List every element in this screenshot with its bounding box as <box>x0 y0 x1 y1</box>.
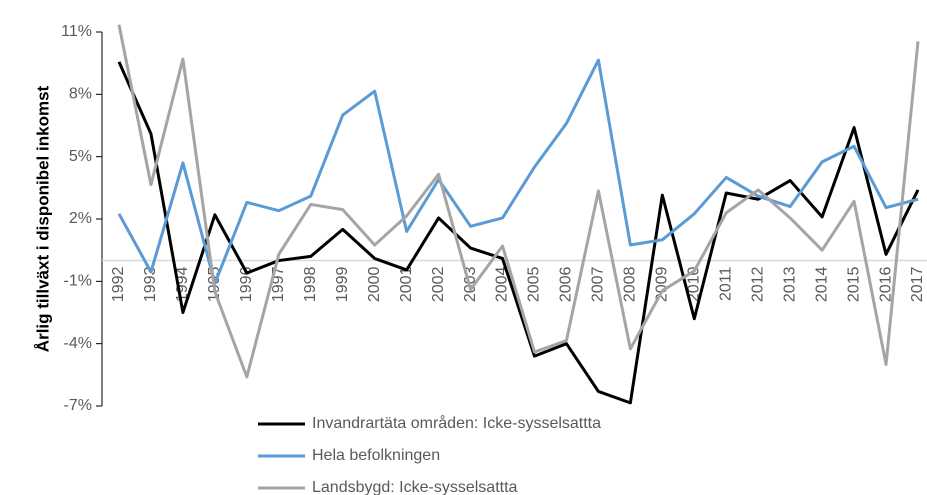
x-tick-label: 1993 <box>142 266 159 302</box>
y-axis-label: Årlig tillväxt i disponibel inkomst <box>33 85 52 352</box>
y-tick-label: 5% <box>69 148 92 165</box>
x-tick-label: 2008 <box>622 266 639 302</box>
x-tick-label: 2016 <box>877 266 894 302</box>
x-tick-label: 2002 <box>430 266 447 302</box>
y-tick-label: 8% <box>69 86 92 103</box>
y-tick-label: -4% <box>64 335 92 352</box>
y-tick-label: -1% <box>64 273 92 290</box>
x-tick-label: 1998 <box>302 266 319 302</box>
x-tick-label: 2013 <box>781 266 798 302</box>
x-tick-label: 2012 <box>749 266 766 302</box>
x-tick-label: 2017 <box>909 266 926 302</box>
x-tick-label: 2006 <box>558 266 575 302</box>
legend-label: Invandrartäta områden: Icke-sysselsattta <box>312 414 601 432</box>
x-tick-label: 2005 <box>526 266 543 302</box>
series-line <box>117 58 919 285</box>
x-tick-label: 1997 <box>270 266 287 302</box>
y-tick-label: -7% <box>64 397 92 414</box>
y-tick-label: 2% <box>69 210 92 227</box>
x-tick-label: 2007 <box>590 266 607 302</box>
x-tick-label: 1999 <box>334 266 351 302</box>
x-tick-label: 2014 <box>813 266 830 302</box>
x-tick-label: 2015 <box>845 266 862 302</box>
x-tick-label: 1992 <box>110 266 127 302</box>
y-tick-label: 11% <box>61 23 92 40</box>
x-tick-label: 2001 <box>398 266 415 302</box>
legend-label: Landsbygd: Icke-sysselsattta <box>312 479 518 495</box>
x-tick-label: 2000 <box>366 266 383 302</box>
series-line <box>117 24 920 379</box>
x-tick-label: 2009 <box>654 266 671 302</box>
series-line <box>117 61 920 405</box>
x-tick-label: 1996 <box>238 266 255 302</box>
legend-label: Hela befolkningen <box>312 447 440 464</box>
x-tick-label: 2011 <box>717 266 734 301</box>
